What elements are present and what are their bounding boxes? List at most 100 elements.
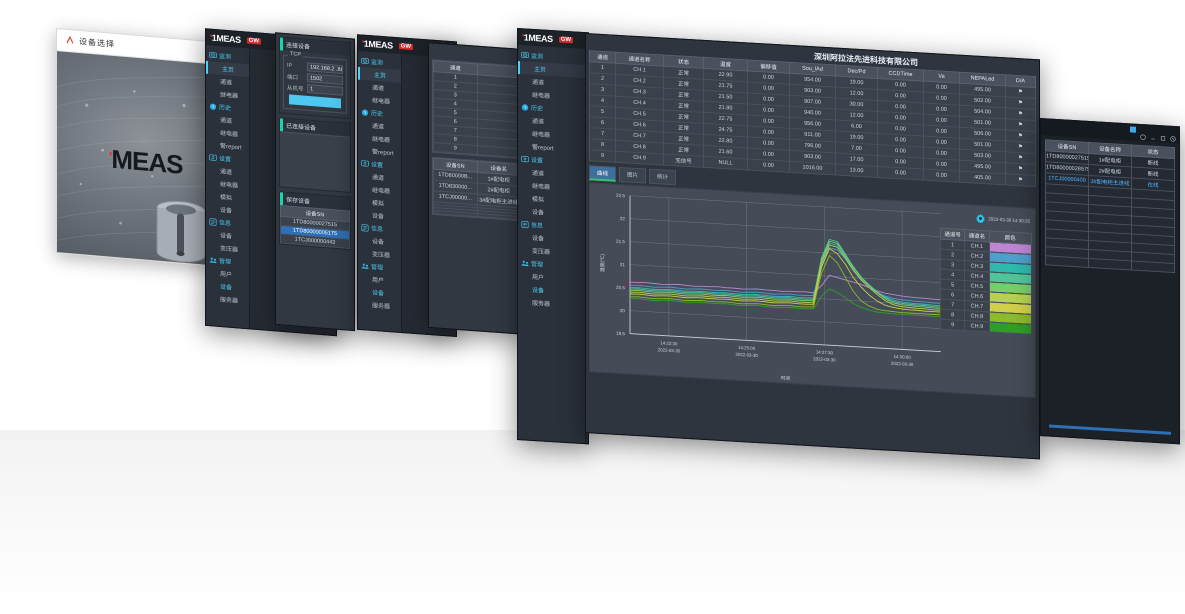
tcp-field-label: 端口 [287,74,299,81]
svg-text:22.5: 22.5 [616,193,625,199]
sidebar-group-label: 监测 [219,54,232,61]
tcp-legend: TCP [288,50,303,59]
legend-table[interactable]: 通道号 通道名 颜色 1 CH.1 2 CH.2 3 CH.3 4 CH.4 5 CH.5 6 CH.6 7… [940,228,1032,335]
chart-legend[interactable]: 通道号 通道名 颜色 1 CH.1 2 CH.2 3 CH.3 4 CH.4 5 CH.5 6 CH.6 7… [940,228,1032,335]
chart-tab-2[interactable]: 统计 [649,168,677,186]
svg-text:2022-03-30: 2022-03-30 [813,356,836,362]
measurement-table[interactable]: 通道 通道名称 状态 温度 偏移值 Sou_lAd Dec/Pd CCDTime Va NEPAL… [589,50,1036,187]
chart-tab-1[interactable]: 图片 [619,166,647,184]
sidebar-group-2[interactable]: 设置 [358,156,401,172]
tcp-field-input[interactable]: 1 [307,84,343,96]
sidebar-e[interactable]: 监测 主页 通道 继电器 历史 通道 继电器 警report 设置 通道 继电器 模拟 设备 信息 设备 变压… [518,45,586,444]
svg-text:19.5: 19.5 [616,331,625,337]
main-window[interactable]: 深圳阿拉法先进科技有限公司 通道 通道名称 状态 温度 偏移值 Sou_lAd Dec/Pd… [585,33,1040,460]
sidebar-group-1[interactable]: 历史 [358,105,401,121]
svg-text:21.5: 21.5 [616,239,625,245]
brand-badge-a: GW [246,37,262,45]
sidebar-group-0[interactable]: 监测 [518,48,585,65]
tcp-field-row-2: 从机号 1 [287,82,343,96]
refresh-gear-icon[interactable] [976,210,985,229]
legend-color-swatch[interactable] [989,321,1032,335]
connect-content[interactable]: 连接设备 TCP IP 192.168.2 .88 端口 1502 从机号 1 已连接设备… [275,32,355,332]
brand-logo-e: '1MEAS [522,31,553,44]
sensor-device-graphic [156,200,206,263]
monitor-window[interactable]: '1MEAS GW 监测 主页 通道 继电器 历史 通道 继电器 警report 设置 通道 继电器… [357,34,457,337]
sidebar-group-3[interactable]: 信息 [518,217,585,234]
sidebar-group-0[interactable]: 监测 [358,54,401,70]
meas-cell-1: CH.9 [615,151,664,166]
sidebar-item-4-2[interactable]: 服务器 [372,303,391,311]
svg-text:14:30:00: 14:30:00 [894,354,912,360]
chart-area[interactable]: 22.5 22 21.5 21 20.5 20 19.5 14:22:30 2022-03-30… [589,182,1036,399]
measurement-table-wrap: 通道 通道名称 状态 温度 偏移值 Sou_lAd Dec/Pd CCDTime Va NEPAL… [589,50,1036,187]
sidebar-group-0[interactable]: 监测 [206,48,249,64]
connected-panel: 已连接设备 [279,117,351,193]
legend-channel-name: CH.9 [964,320,990,332]
legend-channel-no: 9 [940,319,965,331]
connect-window[interactable]: '1MEAS GW 监测 主页 通道 继电器 历史 通道 继电器 警report 设置 通道 继电器… [205,28,337,337]
sidebar-group-1[interactable]: 历史 [518,100,585,117]
sidebar-group-4[interactable]: 管理 [358,259,401,275]
splash-wordmark: 'MEAS [109,144,182,181]
info-list-icon [361,223,369,232]
device-status-table-wrap: 设备SN 设备名称 状态 1TD80000027515 1#配电柜 断线 1TD80000… [1045,139,1175,273]
device-select-window[interactable]: 设备选择 [56,28,306,275]
svg-text:2022-03-30: 2022-03-30 [891,361,914,367]
sidebar-item-4-2[interactable]: 服务器 [532,300,551,308]
scrollbar-horizontal[interactable] [1049,424,1171,435]
svg-text:2022-03-30: 2022-03-30 [658,347,681,353]
sidebar-item-4-2[interactable]: 服务器 [220,297,239,305]
maximize-icon[interactable] [1160,128,1166,141]
sidebar-a[interactable]: 监测 主页 通道 继电器 历史 通道 继电器 警report 设置 通道 继电器 模拟 设备 信息 设备 变压… [206,45,250,329]
device-table[interactable]: 设备SN 设备名 1TD80000B... 1#配电柜 1TD830000... 2#配… [433,158,521,220]
sidebar-group-label: 管理 [531,261,544,269]
connect-button[interactable] [289,94,341,109]
settings-screen-icon [361,159,369,167]
device-status-table[interactable]: 设备SN 设备名称 状态 1TD80000027515 1#配电柜 断线 1TD80000… [1045,139,1175,273]
svg-text:时间: 时间 [781,374,791,382]
svg-text:22: 22 [620,216,626,221]
users-icon [209,256,217,265]
sidebar-c[interactable]: 监测 主页 通道 继电器 历史 通道 继电器 警report 设置 通道 继电器 模拟 设备 信息 设备 变压… [358,51,402,333]
status-name [1088,258,1132,270]
sidebar-group-2[interactable]: 设置 [206,150,249,166]
tcp-field-input[interactable]: 1502 [307,73,343,85]
chart-tab-0[interactable]: 曲线 [589,165,617,182]
splash-body: 'MEAS [57,51,305,275]
sidebar-group-label: 设置 [219,156,232,164]
sidebar-group-label: 信息 [219,220,232,228]
help-icon[interactable] [1140,127,1146,140]
sidebar-group-label: 历史 [219,105,232,113]
meas-cell-7: 0.00 [877,166,924,181]
sidebar-group-4[interactable]: 管理 [518,256,585,273]
svg-text:温度(℃): 温度(℃) [599,253,606,272]
sidebar-group-4[interactable]: 管理 [206,253,249,269]
tcp-field-input[interactable]: 192.168.2 .88 [307,62,343,75]
window-controls[interactable] [1130,126,1176,142]
sidebar-group-3[interactable]: 信息 [206,215,249,231]
svg-text:14:27:30: 14:27:30 [816,349,834,355]
meas-cell-5: 1016.00 [789,161,836,176]
status-sn [1045,255,1089,268]
device-status-window[interactable]: 设备SN 设备名称 状态 1TD80000027515 1#配电柜 断线 1TD80000… [1040,118,1180,445]
meas-cell-9: 405.00 [959,171,1006,185]
saved-device-table[interactable]: 设备SN 1TD80000027515 1TD80000005175 1TCJ000… [280,205,350,249]
sidebar-group-3[interactable]: 信息 [358,220,401,236]
refresh-block[interactable]: 2022-03-30 14:30:25 [976,210,1030,231]
minimize-icon[interactable] [1150,128,1156,140]
sidebar-group-1[interactable]: 历史 [206,99,249,115]
monitor-icon [209,51,217,60]
close-icon[interactable] [1170,129,1176,142]
channel-index: 9 [433,142,477,155]
svg-text:20: 20 [620,308,626,313]
clock-icon [209,102,217,111]
sidebar-group-2[interactable]: 设置 [518,152,585,169]
main-sidebar-window[interactable]: '1MEAS GW 监测 主页 通道 继电器 历史 通道 继电器 警report 设置 通道 继电器… [517,28,589,445]
connected-list[interactable] [280,131,350,192]
saved-panel: 保存设备 设备SN 1TD80000027515 1TD80000005175 1T… [279,191,351,251]
app-icon [65,31,75,50]
